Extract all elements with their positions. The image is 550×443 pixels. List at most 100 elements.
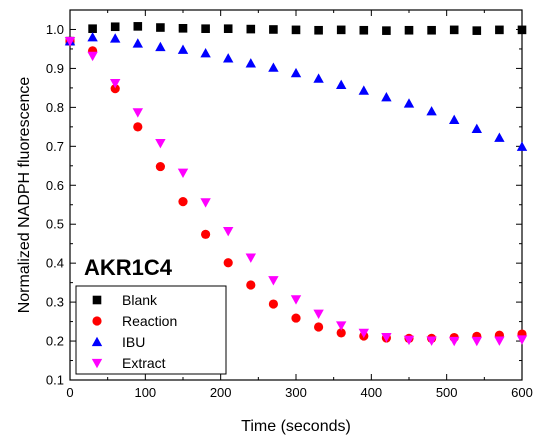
extract-point	[449, 336, 460, 347]
blank-point	[427, 25, 436, 35]
blank-point	[201, 24, 210, 33]
blank-point	[314, 25, 323, 35]
extract-point	[336, 321, 347, 331]
blank-point	[517, 25, 527, 35]
y-tick-label: 0.3	[46, 295, 64, 310]
legend-marker-reaction	[92, 316, 102, 326]
y-tick-label: 0.4	[46, 256, 64, 271]
blank-point	[223, 24, 233, 33]
reaction-point	[223, 258, 233, 268]
ibu-point	[426, 106, 437, 116]
series-blank	[65, 22, 527, 46]
extract-point	[381, 332, 392, 343]
ibu-point	[403, 98, 415, 108]
blank-point	[449, 25, 459, 35]
reaction-point	[133, 122, 143, 132]
ibu-point	[155, 41, 166, 52]
extract-point	[290, 295, 302, 305]
ibu-point	[516, 141, 528, 151]
y-tick-label: 0.8	[46, 100, 64, 115]
legend-marker-ibu	[91, 336, 103, 347]
ibu-point	[494, 132, 505, 142]
blank-point	[495, 25, 504, 35]
ibu-point	[223, 53, 234, 63]
y-tick-label: 0.5	[46, 217, 64, 232]
x-tick-label: 200	[210, 385, 232, 400]
y-tick-label: 0.2	[46, 334, 64, 349]
blank-point	[246, 24, 256, 34]
reaction-point	[201, 229, 211, 239]
reaction-point	[155, 161, 165, 172]
ibu-point	[471, 123, 482, 133]
ibu-point	[200, 48, 211, 58]
ibu-point	[132, 38, 143, 48]
legend: Blank Reaction IBU Extract	[75, 285, 227, 375]
blank-point	[472, 26, 482, 35]
blank-point	[88, 24, 97, 33]
blank-point	[178, 24, 188, 33]
blank-point	[156, 23, 165, 32]
extract-point	[426, 336, 437, 346]
tick-labels: 0 100 200 300 400 500 600 0.1 0.2 0.3 0.4 0.5 0.6 0.7…	[46, 22, 533, 400]
reaction-point	[110, 84, 120, 94]
extract-point	[313, 309, 324, 319]
reaction-point	[336, 328, 346, 338]
ibu-point	[381, 92, 392, 102]
reaction-point	[246, 280, 256, 290]
x-tick-label: 300	[285, 385, 307, 400]
ibu-point	[177, 44, 189, 54]
reaction-point	[314, 322, 324, 332]
x-tick-label: 0	[66, 385, 73, 400]
y-tick-label: 0.9	[46, 61, 64, 76]
ibu-point	[358, 85, 369, 95]
blank-point	[359, 25, 369, 35]
ibu-point	[87, 32, 98, 42]
extract-point	[471, 336, 482, 347]
blank-point	[291, 25, 301, 35]
y-tick-label: 0.6	[46, 178, 64, 193]
blank-point	[269, 25, 278, 34]
legend-marker-blank	[92, 295, 102, 305]
legend-label-extract: Extract	[122, 355, 166, 371]
extract-point	[64, 36, 76, 47]
legend-label-reaction: Reaction	[122, 313, 177, 329]
extract-point	[132, 108, 143, 118]
y-tick-label: 1.0	[46, 22, 64, 37]
blank-point	[110, 22, 120, 32]
ibu-point	[449, 114, 460, 124]
extract-point	[268, 276, 279, 286]
extract-point	[516, 335, 528, 345]
legend-marker-extract	[91, 358, 103, 369]
ibu-point	[110, 33, 121, 43]
legend-label-ibu: IBU	[122, 334, 145, 350]
reaction-point	[268, 299, 278, 309]
legend-label-blank: Blank	[122, 292, 158, 308]
extract-point	[87, 51, 98, 62]
series-ibu	[64, 32, 528, 151]
blank-point	[133, 22, 143, 31]
axis-ticks	[69, 10, 523, 381]
ibu-point	[268, 62, 279, 72]
extract-point	[110, 79, 121, 89]
y-axis-title: Normalized NADPH fluorescence	[16, 77, 33, 314]
extract-point	[358, 328, 369, 339]
ibu-point	[336, 79, 347, 89]
x-tick-label: 400	[360, 385, 382, 400]
x-tick-label: 500	[436, 385, 458, 400]
extract-point	[155, 139, 166, 149]
extract-point	[200, 198, 211, 208]
data-points	[64, 22, 528, 347]
ibu-point	[245, 58, 256, 68]
x-tick-label: 100	[134, 385, 156, 400]
extract-point	[403, 335, 415, 346]
reaction-point	[178, 197, 188, 207]
x-tick-label: 600	[511, 385, 533, 400]
extract-point	[494, 336, 505, 346]
series-extract	[64, 36, 528, 347]
y-tick-label: 0.1	[46, 373, 64, 388]
ibu-point	[313, 73, 324, 83]
reaction-point	[291, 313, 301, 323]
ibu-point	[290, 67, 302, 78]
chart-annotation: AKR1C4	[84, 255, 173, 280]
